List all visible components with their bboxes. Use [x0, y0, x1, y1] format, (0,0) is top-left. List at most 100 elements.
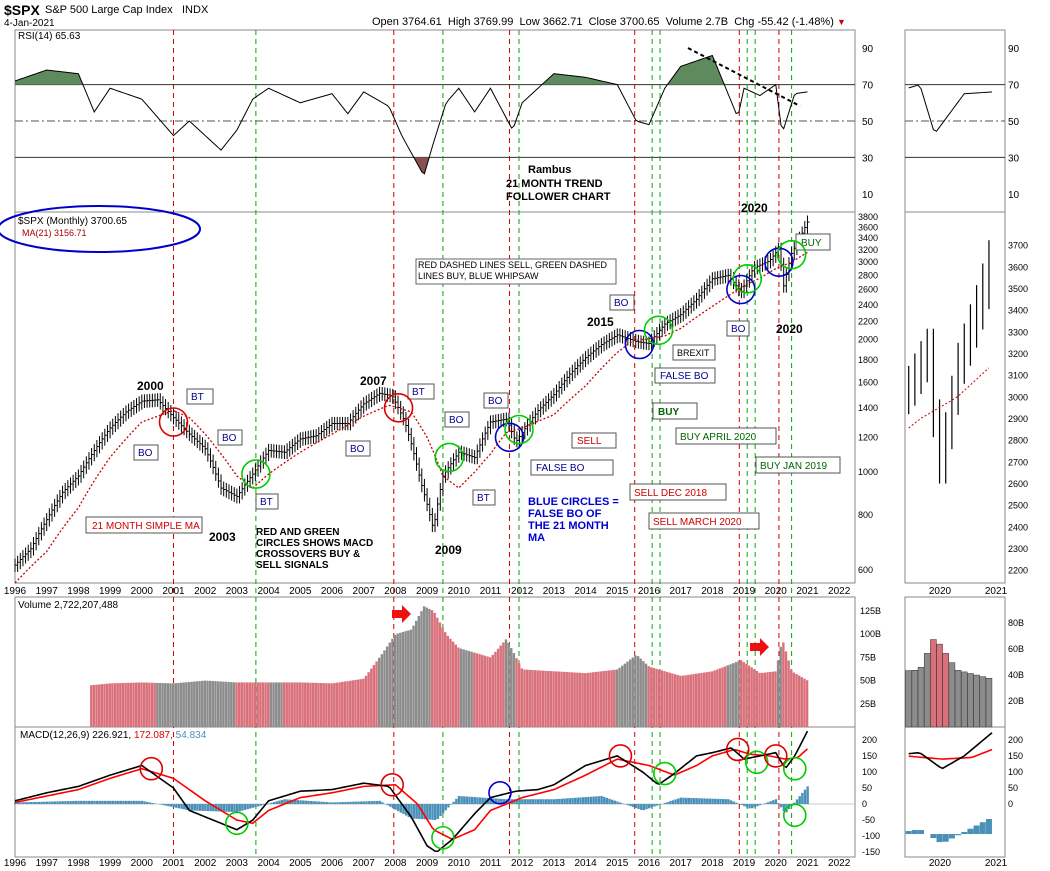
macd-histogram-bar	[370, 801, 374, 805]
volume-bar	[190, 681, 193, 727]
macd-histogram-bar	[574, 797, 577, 805]
volume-bar	[747, 665, 751, 727]
rsi-title: RSI(14) 65.63	[18, 31, 81, 42]
inset-macd-tick: 150	[1008, 751, 1023, 761]
macd-histogram-bar	[687, 797, 690, 805]
macd-histogram-bar	[552, 799, 556, 805]
inset-x-tick: 2021	[985, 586, 1008, 597]
x-tick-label: 2021	[796, 858, 819, 869]
x-tick-label: 2006	[321, 586, 344, 597]
volume-bar	[240, 682, 244, 727]
inset-price-tick: 2800	[1008, 436, 1028, 446]
volume-bar	[544, 670, 547, 727]
macd-histogram-bar	[209, 804, 212, 812]
macd-histogram-bar	[743, 804, 746, 807]
volume-bar	[129, 682, 133, 727]
volume-bar	[267, 682, 270, 727]
price-tick-label: 1000	[858, 467, 878, 477]
volume-bar	[631, 657, 634, 727]
green-signal-circle	[732, 263, 763, 294]
volume-bar	[388, 642, 391, 727]
volume-bar	[658, 669, 661, 727]
inset-volume-bar	[961, 671, 968, 728]
inset-volume-tick: 80B	[1008, 618, 1024, 628]
macd-histogram-bar	[117, 800, 120, 805]
volume-bar	[391, 638, 394, 727]
x-tick-label: 2001	[162, 858, 185, 869]
callout-box	[654, 367, 716, 384]
inset-volume-bar	[911, 670, 919, 728]
inset-volume-bar	[917, 666, 925, 728]
callout-box	[648, 512, 760, 530]
volume-bar	[621, 665, 624, 727]
macd-histogram-bar	[212, 804, 215, 812]
macd-histogram-bar	[463, 796, 466, 805]
macd-histogram-bar	[571, 797, 574, 805]
macd-histogram-bar	[140, 800, 144, 805]
volume-bar	[346, 681, 349, 727]
rsi-tick-label: 10	[862, 190, 874, 201]
macd-histogram-bar	[502, 799, 506, 805]
x-tick-label: 2015	[606, 858, 629, 869]
volume-bar	[256, 682, 259, 727]
macd-histogram-bar	[679, 797, 683, 805]
macd-histogram-bar	[645, 804, 648, 810]
red-macd-circle	[139, 756, 164, 781]
macd-histogram-bar	[436, 804, 440, 819]
volume-bar	[319, 683, 323, 727]
macd-histogram-bar	[114, 800, 117, 805]
volume-bar	[623, 663, 627, 727]
volume-bar	[322, 683, 325, 727]
volume-bar	[171, 683, 175, 727]
callout-box	[255, 493, 279, 510]
x-tick-label: 2014	[574, 586, 597, 597]
macd-histogram-bar	[291, 799, 294, 805]
macd-tick-label: 100	[862, 767, 877, 777]
macd-histogram-bar	[98, 800, 101, 805]
macd-histogram-bar	[365, 801, 368, 805]
volume-value: 2.7B	[705, 16, 729, 28]
callout-bo-2007: BO	[350, 444, 365, 455]
macd-histogram-bar	[381, 802, 384, 805]
macd-histogram-bar	[151, 802, 154, 805]
callout-false-bo-2011: FALSE BO	[536, 463, 585, 474]
volume-bar	[568, 672, 571, 727]
macd-histogram-bar	[677, 798, 680, 805]
macd-histogram-bar	[653, 804, 656, 807]
macd-histogram-bar	[719, 798, 722, 805]
volume-bar	[121, 682, 125, 727]
volume-bar	[584, 673, 587, 727]
volume-bar	[496, 648, 500, 727]
low-value: 3662.71	[542, 16, 583, 28]
macd-histogram-bar	[714, 798, 717, 805]
green-macd-circle	[225, 811, 249, 836]
inset-histogram-bar	[942, 834, 949, 842]
x-tick-label: 2008	[384, 586, 407, 597]
macd-histogram-bar	[206, 804, 210, 812]
volume-bar	[367, 672, 370, 727]
inset-volume-bar	[923, 653, 931, 728]
inset-histogram-bar	[979, 822, 986, 835]
callout-box	[483, 392, 509, 409]
inset-rsi-line	[908, 84, 993, 132]
macd-histogram-bar	[154, 803, 157, 805]
volume-bar	[766, 672, 769, 727]
macd-histogram-bar	[267, 803, 270, 805]
macd-histogram-bar	[307, 800, 310, 805]
inset-price-tick: 3600	[1008, 262, 1028, 272]
x-tick-label: 2020	[765, 858, 788, 869]
macd-title-macd: MACD(12,26,9) 226.921,	[20, 730, 131, 741]
volume-bar	[444, 632, 447, 727]
macd-histogram-bar	[270, 802, 273, 805]
blue-circles-note-fo: BLUE CIRCLES = FALSE BO OF THE 21 MONTH …	[528, 496, 619, 544]
macd-histogram-bar	[716, 798, 720, 805]
red-macd-circle	[380, 772, 405, 797]
volume-bar	[726, 665, 730, 727]
macd-histogram-bar	[164, 804, 167, 806]
green-signal-circle	[504, 414, 534, 445]
macd-histogram-bar	[584, 797, 587, 805]
volume-bar	[470, 651, 473, 727]
macd-histogram-bar	[143, 801, 146, 805]
x-tick-label: 2012	[511, 858, 534, 869]
